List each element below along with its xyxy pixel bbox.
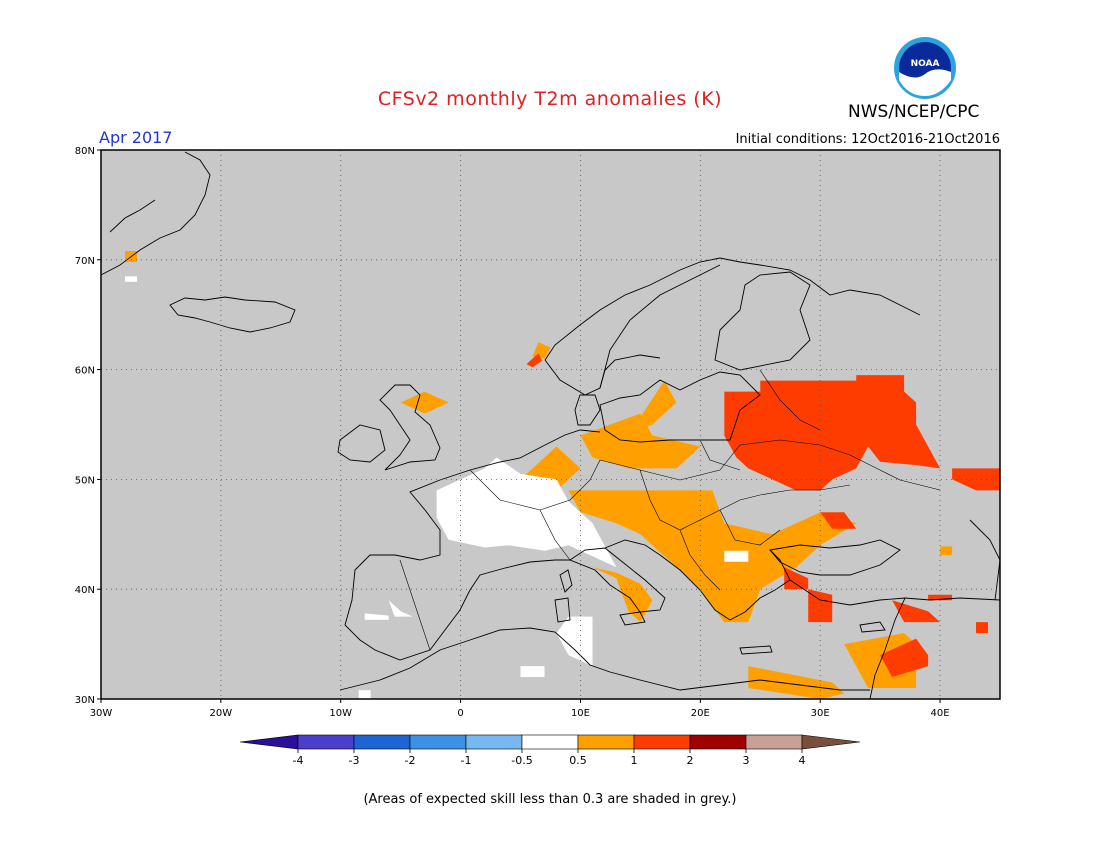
tick-label-lat: 60N [75, 366, 95, 377]
colorbar-swatch [801, 734, 861, 750]
anomaly-regions [125, 251, 1000, 699]
forecast-month: Apr 2017 [99, 128, 173, 147]
anomaly-region [556, 616, 593, 667]
tick-label-lon: 10W [329, 708, 352, 719]
tick-label-lat: 30N [75, 695, 95, 706]
anomaly-region [125, 276, 137, 282]
anomaly-region [820, 512, 857, 529]
anomaly-region [400, 391, 449, 414]
tick-label-lon: 20W [210, 708, 233, 719]
colorbar-swatch [239, 734, 299, 750]
tick-label-lon: 30E [811, 708, 830, 719]
colorbar-swatch [465, 734, 523, 750]
logo-text: NOAA [911, 59, 940, 69]
colorbar: -4 -3 -2 -1 -0.5 0.5 1 2 3 4 [239, 734, 861, 767]
anomaly-region [388, 600, 413, 617]
chart-title: CFSv2 monthly T2m anomalies (K) [377, 88, 723, 110]
anomaly-region [976, 622, 988, 634]
colorbar-label: -0.5 [511, 754, 532, 767]
tick-label-lat: 40N [75, 585, 95, 596]
anomaly-region [568, 490, 857, 623]
anomaly-region [940, 546, 953, 556]
anomaly-region [358, 690, 371, 699]
tick-label-lon: 20E [691, 708, 710, 719]
anomaly-region [526, 353, 543, 368]
colorbar-swatch [689, 734, 747, 750]
anomaly-region [892, 600, 941, 623]
anomaly-region [580, 413, 701, 469]
tick-label-lon: 10E [571, 708, 590, 719]
colorbar-label: 2 [687, 754, 694, 767]
colorbar-swatch [521, 734, 579, 750]
axis-ticks: 30W 20W 10W 0 10E 20E 30E 40E 30N 40N 50N 60N 70N 80N [75, 146, 950, 719]
colorbar-label: -3 [349, 754, 360, 767]
footnote: (Areas of expected skill less than 0.3 a… [363, 792, 737, 807]
anomaly-region [724, 375, 941, 491]
colorbar-label: -4 [293, 754, 304, 767]
colorbar-swatch [633, 734, 691, 750]
anomaly-region [724, 550, 749, 562]
colorbar-label: 0.5 [569, 754, 587, 767]
colorbar-label: -2 [405, 754, 416, 767]
colorbar-swatch [409, 734, 467, 750]
org-label: NWS/NCEP/CPC [848, 102, 980, 122]
tick-label-lat: 50N [75, 475, 95, 486]
tick-label-lon: 0 [457, 708, 463, 719]
anomaly-region [784, 567, 809, 590]
colorbar-label: 4 [799, 754, 806, 767]
colorbar-swatch [745, 734, 803, 750]
tick-label-lat: 70N [75, 256, 95, 267]
colorbar-label: 1 [631, 754, 638, 767]
colorbar-label: 3 [743, 754, 750, 767]
colorbar-swatch [353, 734, 411, 750]
colorbar-label: -1 [461, 754, 472, 767]
tick-label-lon: 40E [931, 708, 950, 719]
tick-label-lon: 30W [90, 708, 113, 719]
initial-conditions: Initial conditions: 12Oct2016-21Oct2016 [735, 132, 1000, 147]
tick-label-lat: 80N [75, 146, 95, 157]
noaa-logo: NOAA [894, 37, 956, 99]
country-borders [399, 369, 941, 651]
map-frame [100, 149, 1001, 700]
colorbar-swatch [577, 734, 635, 750]
colorbar-swatch [297, 734, 355, 750]
anomaly-region [880, 638, 929, 677]
anomaly-region [520, 666, 545, 677]
anomaly-region [364, 613, 389, 620]
anomaly-region [628, 380, 677, 436]
anomaly-region [436, 457, 617, 568]
